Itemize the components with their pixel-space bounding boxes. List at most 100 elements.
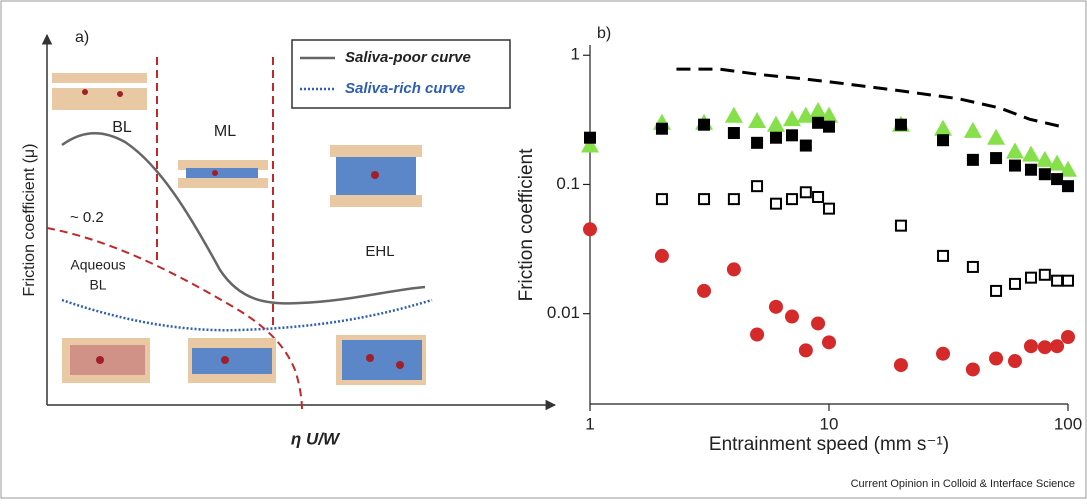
saliva-rich-curve xyxy=(61,298,433,332)
circle-marker xyxy=(893,358,908,373)
circle-marker xyxy=(654,248,669,263)
open-square-marker xyxy=(1062,274,1074,287)
legend-label: Saliva-rich curve xyxy=(345,80,465,97)
x-axis-label: η U/W xyxy=(291,429,341,448)
circle-marker xyxy=(1050,339,1065,354)
circle-marker xyxy=(1037,340,1052,355)
region-label: BL xyxy=(112,119,132,136)
square-marker xyxy=(966,153,979,166)
x-tick-label: 10 xyxy=(820,414,839,433)
circle-marker xyxy=(1023,339,1038,354)
x-axis-label: Entrainment speed (mm s⁻¹) xyxy=(709,434,949,455)
y-tick-label: 1 xyxy=(571,45,580,64)
triangle-marker xyxy=(748,111,767,128)
square-marker xyxy=(655,122,668,135)
triangle-marker xyxy=(809,102,828,119)
open-square-marker xyxy=(990,284,1003,297)
square-marker xyxy=(894,118,907,131)
illustration xyxy=(52,73,426,385)
open-square-marker xyxy=(1051,274,1064,287)
triangle-marker xyxy=(1048,154,1067,171)
open-square-marker xyxy=(894,219,907,232)
region-label: ML xyxy=(214,123,236,140)
triangle-marker xyxy=(1059,160,1077,177)
triangle-marker xyxy=(724,106,743,123)
circle-marker xyxy=(726,262,741,277)
triangle-marker xyxy=(1021,145,1040,162)
triangle-marker xyxy=(766,115,785,132)
triangle-marker xyxy=(820,106,838,123)
legend-box xyxy=(291,39,511,109)
open-square-marker xyxy=(1038,268,1051,281)
dashed-line xyxy=(676,67,1062,129)
open-square-marker xyxy=(785,193,798,206)
open-square-marker xyxy=(812,190,825,203)
circle-marker xyxy=(784,309,799,324)
triangle-marker xyxy=(581,136,599,153)
x-tick-label: 1 xyxy=(585,414,594,433)
y-tick-label: 0.1 xyxy=(556,174,580,193)
circle-marker xyxy=(965,362,980,377)
open-square-marker xyxy=(727,193,740,206)
triangle-marker xyxy=(782,110,801,127)
y-axis-label: Friction coefficient (μ) xyxy=(21,144,38,297)
circle-marker xyxy=(583,222,597,237)
circle-marker xyxy=(798,343,813,358)
square-marker xyxy=(785,129,798,142)
panel-label: b) xyxy=(597,25,611,42)
square-marker xyxy=(799,139,812,152)
square-marker xyxy=(990,152,1003,165)
square-marker xyxy=(823,120,835,133)
square-marker xyxy=(584,131,596,144)
y-axis-label: Friction coefficient xyxy=(516,148,537,301)
open-square-marker xyxy=(751,180,764,193)
open-square-marker xyxy=(823,202,835,215)
triangle-marker xyxy=(934,119,953,136)
panel-a: a) Friction coefficient (μ) η U/W Saliva… xyxy=(21,29,557,448)
note: BL xyxy=(89,277,106,293)
square-marker xyxy=(937,134,950,147)
triangle-marker xyxy=(1035,150,1054,167)
open-square-marker xyxy=(966,260,979,273)
circle-marker xyxy=(989,351,1004,366)
open-square-marker xyxy=(655,193,668,206)
square-marker xyxy=(1038,168,1051,181)
footer: Current Opinion in Colloid & Interface S… xyxy=(851,478,1075,490)
square-marker xyxy=(812,116,825,129)
circle-marker xyxy=(822,335,836,350)
note: Aqueous xyxy=(70,257,125,273)
circle-marker xyxy=(697,283,712,298)
note: ~ 0.2 xyxy=(70,209,104,226)
square-marker xyxy=(769,131,782,144)
triangle-marker xyxy=(963,121,982,138)
square-marker xyxy=(698,118,711,131)
open-square-marker xyxy=(1008,277,1021,290)
region-label: EHL xyxy=(365,243,394,260)
open-square-marker xyxy=(698,193,711,206)
square-marker xyxy=(1062,180,1074,193)
circle-marker xyxy=(811,316,826,331)
open-square-marker xyxy=(769,197,782,210)
circle-marker xyxy=(936,346,951,361)
triangle-marker xyxy=(796,106,815,123)
aqueous-curve xyxy=(46,227,303,411)
triangle-marker xyxy=(1005,142,1024,159)
panel-label: a) xyxy=(75,29,89,46)
square-marker xyxy=(1051,173,1064,186)
legend-label: Saliva-poor curve xyxy=(345,49,471,66)
open-square-marker xyxy=(937,249,950,262)
square-marker xyxy=(727,127,740,140)
square-marker xyxy=(1008,159,1021,172)
x-tick-label: 100 xyxy=(1054,414,1082,433)
triangle-marker xyxy=(987,128,1006,145)
square-marker xyxy=(751,136,764,149)
y-tick-label: 0.01 xyxy=(547,303,580,322)
circle-marker xyxy=(1007,354,1022,369)
open-square-marker xyxy=(799,186,812,199)
circle-marker xyxy=(750,327,765,342)
saliva-poor-curve xyxy=(61,131,426,305)
open-square-marker xyxy=(1024,271,1037,284)
square-marker xyxy=(1024,163,1037,176)
